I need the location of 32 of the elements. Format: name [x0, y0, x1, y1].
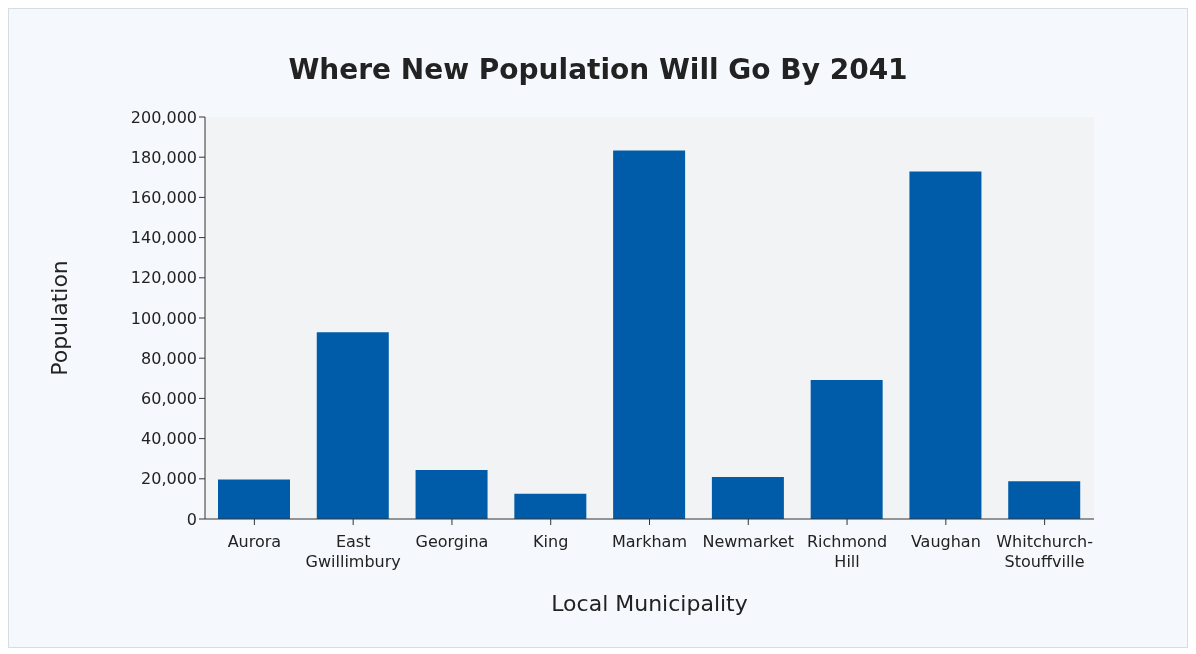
y-tick-label: 20,000	[141, 469, 197, 489]
bar	[1008, 481, 1081, 519]
bar	[810, 379, 883, 519]
y-tick-label: 140,000	[130, 228, 197, 248]
x-tick-label: Newmarket	[702, 532, 795, 551]
bar	[218, 479, 290, 519]
y-tick-label: 80,000	[141, 348, 197, 368]
bar	[711, 476, 784, 519]
chart-title: Where New Population Will Go By 2041	[287, 52, 909, 88]
y-tick-label: 200,000	[130, 107, 197, 127]
y-tick-label: 120,000	[130, 268, 197, 288]
bar	[909, 171, 982, 519]
y-axis-title: Population	[46, 260, 72, 376]
x-tick-label: Markham	[612, 532, 687, 551]
y-tick-label: 100,000	[130, 308, 197, 328]
x-tick-label: Whitchurch-Stouffville	[996, 532, 1093, 571]
x-axis-title: Local Municipality	[551, 591, 748, 616]
x-tick-label: Richmond Hill	[806, 532, 888, 571]
x-tick-label: Vaughan	[910, 532, 981, 551]
y-tick-label: 60,000	[141, 389, 197, 409]
x-tick-label: King	[533, 532, 569, 551]
y-tick-label: 40,000	[141, 429, 197, 449]
y-tick-label: 180,000	[130, 147, 197, 167]
bar	[613, 150, 686, 519]
x-tick-label: Georgina	[415, 532, 489, 551]
bar	[415, 469, 488, 519]
bar	[316, 332, 389, 519]
x-tick-label: East Gwillimbury	[305, 532, 401, 571]
y-tick-label: 160,000	[130, 188, 197, 208]
bar	[514, 493, 587, 519]
x-tick-label: Aurora	[227, 532, 282, 551]
y-tick-label: 0	[186, 509, 197, 529]
